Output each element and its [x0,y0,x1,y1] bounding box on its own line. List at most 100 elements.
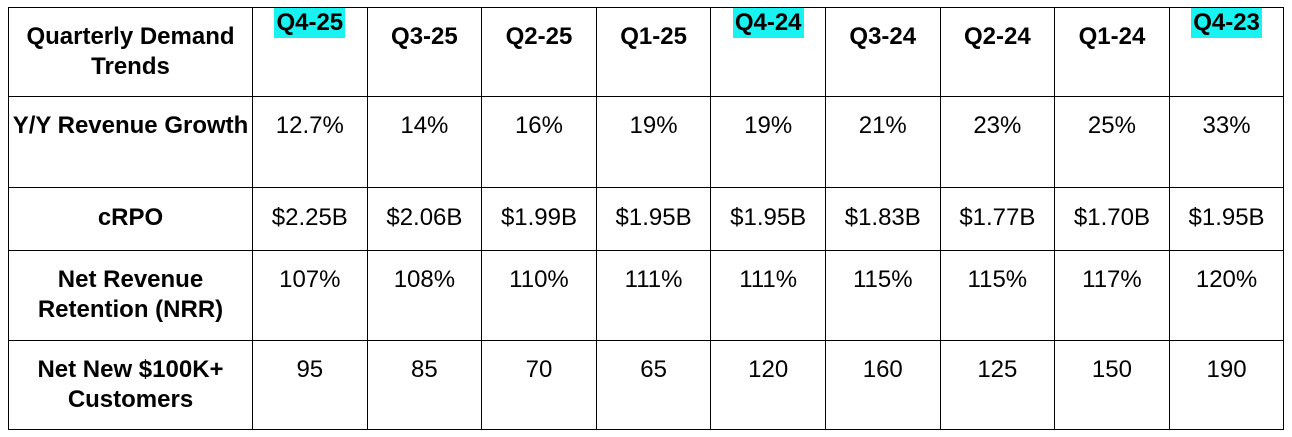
table-cell: 160 [824,340,941,430]
cell-value: $1.99B [500,204,578,231]
column-header-label: Q4-24 [732,8,804,38]
column-header-label: Q2-24 [964,23,1031,50]
cell-value: 125 [977,356,1018,383]
table-cell: $1.95B [1168,187,1285,251]
table-cell: 21% [824,96,941,188]
cell-value: 19% [744,112,793,139]
cell-value: 19% [629,112,678,139]
cell-value: $2.06B [386,204,463,231]
cell-value: 110% [509,266,569,293]
table-cell: 16% [481,96,597,188]
table-cell: 190 [1168,340,1285,430]
table-row: Net Revenue Retention (NRR) 107% 108% 11… [8,250,1285,341]
row-header: Net Revenue Retention (NRR) [8,250,253,341]
table-cell: 111% [595,250,712,341]
row-label: Net New $100K+ Customers [37,356,224,413]
table-title: Quarterly Demand Trends [26,23,235,80]
table-cell: 120% [1168,250,1285,341]
row-label: Net Revenue Retention (NRR) [37,266,224,323]
table-row: Net New $100K+ Customers 95 85 70 65 120… [8,340,1285,430]
cell-value: 111% [739,266,798,293]
table-cell: 95 [252,340,368,430]
cell-value: 23% [973,112,1022,139]
column-header: Q1-24 [1054,7,1170,97]
column-header-label: Q1-25 [620,23,687,50]
column-header: Q2-25 [481,7,597,97]
cell-value: 12.7% [275,112,344,139]
column-header-label: Q2-25 [505,23,573,50]
table-cell: $1.99B [481,187,597,251]
cell-value: 85 [411,356,438,383]
table-cell: $1.70B [1054,187,1170,251]
table-row: Y/Y Revenue Growth 12.7% 14% 16% 19% 19%… [8,96,1285,188]
cell-value: 33% [1202,112,1251,139]
table-cell: $1.95B [595,187,712,251]
table-cell: 110% [481,250,597,341]
column-header: Q2-24 [939,7,1056,97]
row-label: cRPO [97,204,164,231]
table-cell: 120 [710,340,826,430]
table-cell: 108% [366,250,483,341]
table-cell: 115% [939,250,1056,341]
column-header: Q4-23 [1168,7,1285,97]
demand-table-container: Quarterly Demand Trends Q4-25 Q3-25 Q2-2… [8,7,1285,430]
cell-value: 70 [525,356,553,383]
column-header: Q4-24 [710,7,826,97]
table-cell: 14% [366,96,483,188]
header-row: Quarterly Demand Trends Q4-25 Q3-25 Q2-2… [8,7,1285,97]
cell-value: 115% [852,266,913,293]
column-header-label: Q3-24 [849,23,917,50]
cell-value: $1.95B [1188,204,1265,231]
quarterly-demand-table: Quarterly Demand Trends Q4-25 Q3-25 Q2-2… [8,7,1285,430]
cell-value: $1.70B [1073,204,1150,231]
table-cell: $1.83B [824,187,941,251]
cell-value: $1.95B [730,204,807,231]
cell-value: 115% [967,266,1028,293]
cell-value: 117% [1082,266,1142,293]
table-cell: 117% [1054,250,1170,341]
row-header: Net New $100K+ Customers [8,340,253,430]
cell-value: 108% [393,266,456,293]
column-header: Q1-25 [595,7,712,97]
table-cell: $1.77B [939,187,1056,251]
row-header: cRPO [8,187,253,251]
column-header: Q4-25 [252,7,368,97]
cell-value: 160 [862,356,903,383]
row-label: Y/Y Revenue Growth [12,112,249,139]
table-cell: 115% [824,250,941,341]
table-cell: 150 [1054,340,1170,430]
cell-value: 150 [1091,356,1132,383]
row-header: Y/Y Revenue Growth [8,96,253,188]
table-cell: $1.95B [710,187,826,251]
table-cell: 107% [252,250,368,341]
table-cell: 111% [710,250,826,341]
table-cell: 65 [595,340,712,430]
table-cell: $2.06B [366,187,483,251]
column-header-label: Q3-25 [391,23,458,50]
cell-value: $2.25B [271,204,348,231]
table-cell: 125 [939,340,1056,430]
column-header: Q3-24 [824,7,941,97]
cell-value: 190 [1206,356,1247,383]
cell-value: $1.95B [615,204,692,231]
cell-value: 65 [640,356,667,383]
cell-value: 120 [748,356,789,383]
cell-value: 16% [514,112,563,139]
cell-value: $1.83B [844,204,921,231]
cell-value: $1.77B [959,204,1036,231]
table-row: cRPO $2.25B $2.06B $1.99B $1.95B $1.95B … [8,187,1285,251]
table-cell: 25% [1054,96,1170,188]
column-header-label: Q4-23 [1191,8,1262,38]
cell-value: 25% [1087,112,1136,139]
cell-value: 120% [1195,266,1258,293]
table-cell: 33% [1168,96,1285,188]
cell-value: 21% [858,112,907,139]
corner-cell: Quarterly Demand Trends [8,7,253,97]
table-cell: 23% [939,96,1056,188]
column-header-label: Q1-24 [1078,23,1146,50]
table-cell: 19% [710,96,826,188]
table-cell: 70 [481,340,597,430]
cell-value: 14% [400,112,449,139]
cell-value: 111% [624,266,683,293]
cell-value: 95 [296,356,324,383]
